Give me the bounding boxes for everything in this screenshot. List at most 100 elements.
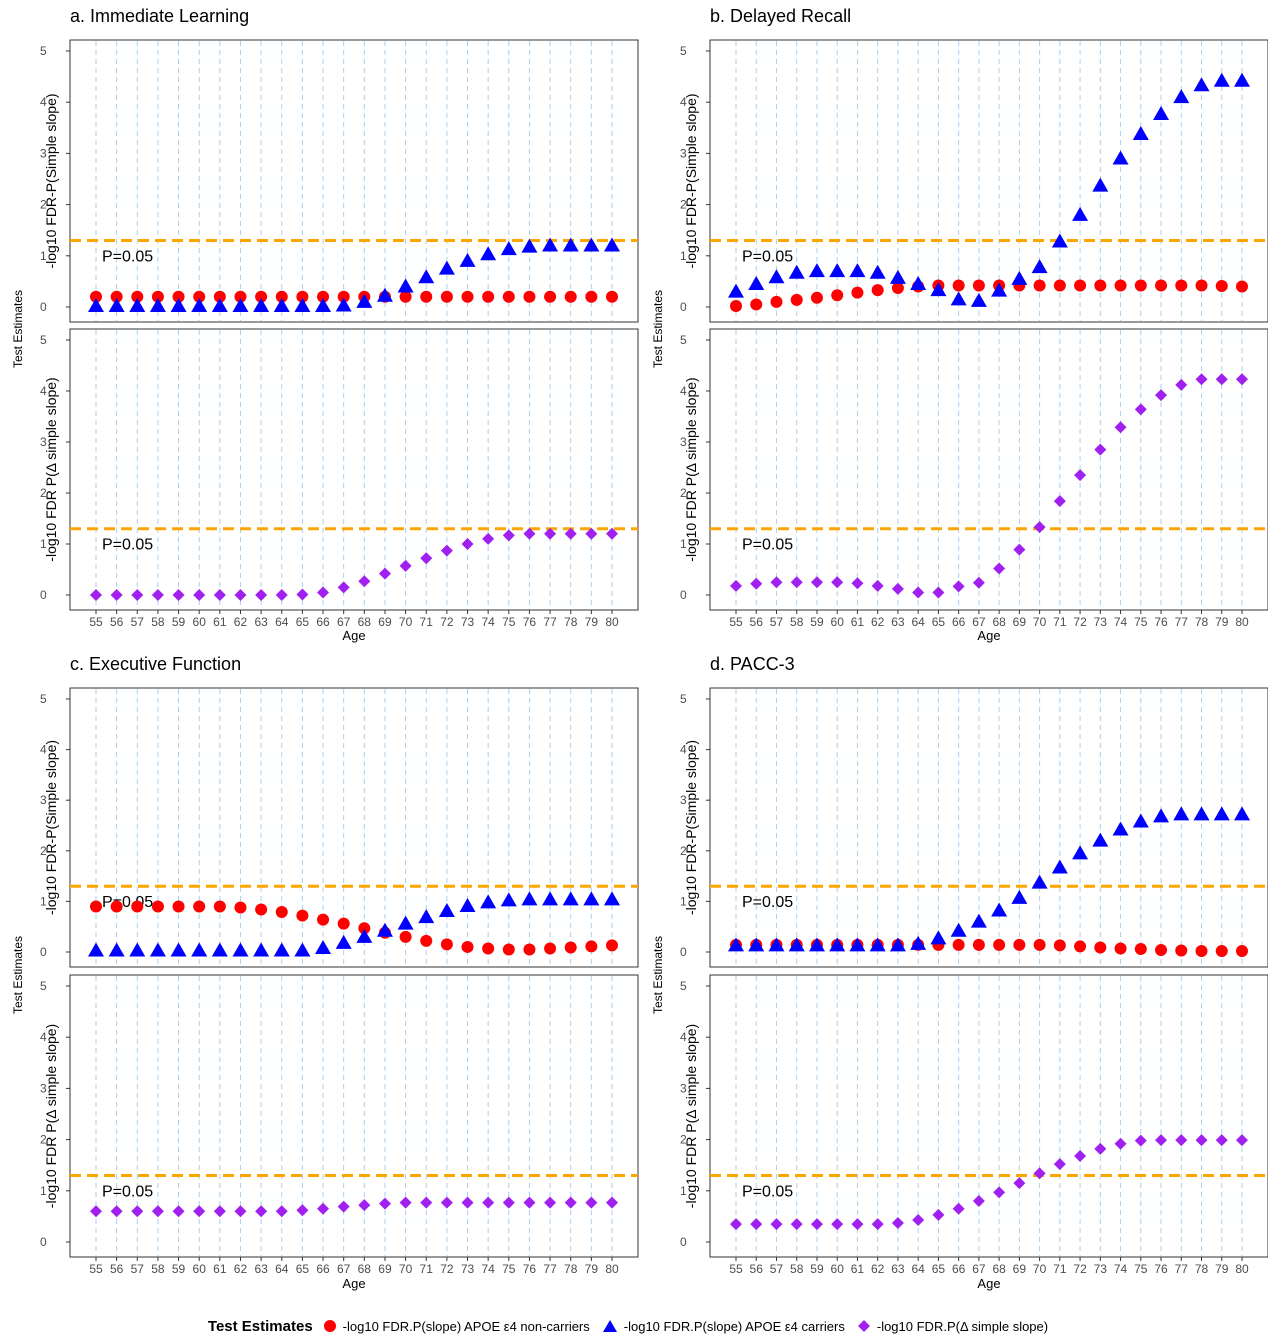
point-noncarriers xyxy=(871,284,884,297)
y-tick-label: 3 xyxy=(680,146,687,160)
y-tick-label: 1 xyxy=(40,537,47,551)
point-carriers xyxy=(562,237,579,252)
point-carriers xyxy=(149,297,166,312)
point-noncarriers xyxy=(585,290,598,303)
y-tick-label: 3 xyxy=(680,793,687,807)
point-delta xyxy=(1175,1134,1188,1147)
point-delta xyxy=(912,1213,925,1226)
point-carriers xyxy=(788,264,805,279)
x-tick-label: 58 xyxy=(790,615,804,629)
point-carriers xyxy=(232,942,249,957)
facet-frame xyxy=(69,328,639,611)
point-noncarriers xyxy=(420,934,433,947)
x-tick-label: 74 xyxy=(481,615,495,629)
point-noncarriers xyxy=(275,906,288,919)
x-tick-label: 55 xyxy=(89,615,103,629)
point-delta xyxy=(810,1218,823,1231)
x-tick-label: 65 xyxy=(296,1262,310,1276)
point-noncarriers xyxy=(1013,938,1026,951)
point-delta xyxy=(275,1205,288,1218)
point-noncarriers xyxy=(891,282,904,295)
y-tick-label: 0 xyxy=(680,1235,687,1249)
point-carriers xyxy=(1153,808,1170,823)
point-carriers xyxy=(1153,105,1170,120)
point-delta xyxy=(1033,521,1046,534)
point-noncarriers xyxy=(151,290,164,303)
point-noncarriers xyxy=(585,940,598,953)
point-carriers xyxy=(438,903,455,918)
point-delta xyxy=(1134,403,1147,416)
point-noncarriers xyxy=(502,943,515,956)
x-tick-label: 60 xyxy=(193,1262,207,1276)
point-carriers xyxy=(1173,89,1190,104)
point-delta xyxy=(770,576,783,589)
point-noncarriers xyxy=(564,290,577,303)
point-delta xyxy=(213,1205,226,1218)
point-noncarriers xyxy=(810,291,823,304)
point-carriers xyxy=(808,263,825,278)
point-delta xyxy=(461,1196,474,1209)
facet-y-label: -log10 FDR P(Δ simple slope) xyxy=(43,1024,59,1208)
point-carriers xyxy=(930,282,947,297)
point-delta xyxy=(151,589,164,601)
panel-3: c. Executive Function 0 1 2 3 4 5 -log10 FDR-P(… xyxy=(11,654,639,1291)
point-delta xyxy=(1236,373,1248,386)
point-carriers xyxy=(480,246,497,261)
x-tick-label: 55 xyxy=(729,1262,743,1276)
point-noncarriers xyxy=(440,938,453,951)
x-tick-label: 66 xyxy=(316,1262,330,1276)
point-carriers xyxy=(459,897,476,912)
point-delta xyxy=(972,1195,985,1208)
point-noncarriers xyxy=(193,900,206,913)
x-tick-label: 73 xyxy=(1094,1262,1108,1276)
facet-frame xyxy=(709,39,1268,323)
x-axis-label: Age xyxy=(342,1276,365,1291)
point-delta xyxy=(213,589,226,601)
point-carriers xyxy=(869,264,886,279)
point-delta xyxy=(750,577,763,590)
x-tick-label: 79 xyxy=(1215,1262,1229,1276)
x-tick-label: 78 xyxy=(1195,1262,1209,1276)
point-noncarriers xyxy=(1155,279,1168,292)
point-noncarriers xyxy=(1236,944,1248,957)
y-tick-label: 5 xyxy=(680,333,687,347)
point-delta xyxy=(172,589,185,601)
x-tick-label: 75 xyxy=(1134,1262,1148,1276)
point-carriers xyxy=(970,913,987,928)
y-tick-label: 2 xyxy=(40,844,47,858)
x-tick-label: 55 xyxy=(89,1262,103,1276)
point-delta xyxy=(1195,373,1208,386)
x-tick-label: 76 xyxy=(523,615,537,629)
point-delta xyxy=(172,1205,185,1218)
x-tick-label: 57 xyxy=(770,1262,784,1276)
y-tick-label: 4 xyxy=(40,95,47,109)
x-tick-label: 69 xyxy=(1013,1262,1027,1276)
point-carriers xyxy=(335,934,352,949)
y-tick-label: 2 xyxy=(40,198,47,212)
point-delta xyxy=(1155,1134,1168,1147)
point-carriers xyxy=(356,928,373,943)
point-delta xyxy=(461,538,474,550)
x-tick-label: 68 xyxy=(992,1262,1006,1276)
point-carriers xyxy=(1234,806,1250,821)
y-tick-label: 0 xyxy=(40,1235,47,1249)
point-delta xyxy=(358,1199,371,1212)
point-noncarriers xyxy=(1114,942,1127,955)
reference-label: P=0.05 xyxy=(102,248,153,265)
point-carriers xyxy=(211,297,228,312)
point-noncarriers xyxy=(131,290,144,303)
panel-4: d. PACC-3 0 1 2 3 4 5 -log10 FDR-P(Simple slope… xyxy=(651,654,1268,1291)
x-tick-label: 59 xyxy=(810,615,824,629)
reference-label: P=0.05 xyxy=(742,894,793,911)
x-tick-label: 63 xyxy=(891,615,905,629)
x-tick-label: 67 xyxy=(972,615,986,629)
point-carriers xyxy=(1011,889,1028,904)
legend-label-delta: -log10 FDR.P(Δ simple slope) xyxy=(876,1318,1049,1334)
x-tick-label: 72 xyxy=(1073,1262,1087,1276)
point-delta xyxy=(871,1218,884,1231)
x-tick-label: 73 xyxy=(461,1262,475,1276)
x-tick-label: 56 xyxy=(750,1262,764,1276)
point-carriers xyxy=(211,942,228,957)
y-tick-label: 5 xyxy=(40,979,47,993)
point-delta xyxy=(358,575,371,588)
